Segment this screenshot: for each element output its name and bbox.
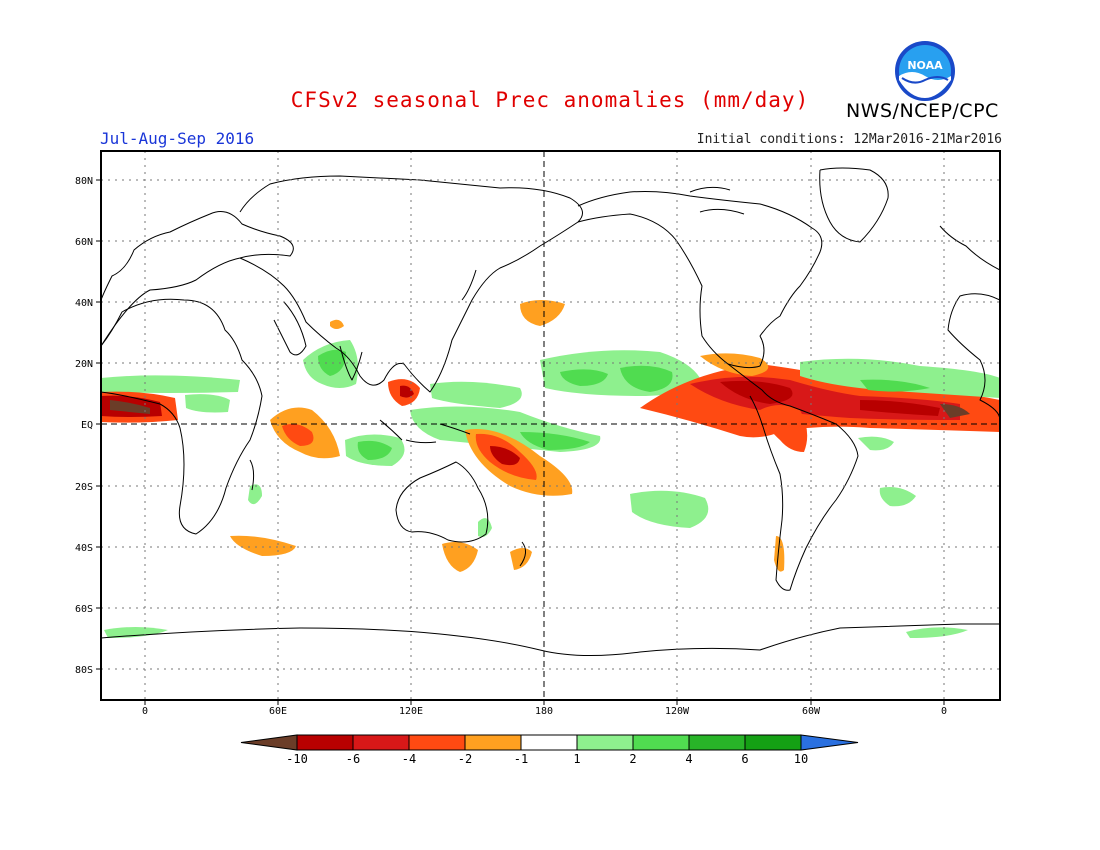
colorbar-bin	[744, 734, 802, 751]
lon-label: 180	[535, 706, 553, 717]
lon-label: 120E	[399, 706, 423, 717]
anomaly-shading	[101, 300, 1000, 638]
colorbar-high-arrow	[800, 734, 859, 751]
colorbar-bin	[352, 734, 410, 751]
lon-label: 0	[941, 706, 947, 717]
colorbar-bin	[688, 734, 746, 751]
colorbar-label: -2	[458, 752, 472, 766]
colorbar-label: -6	[346, 752, 360, 766]
colorbar-label: 1	[573, 752, 580, 766]
map-frame	[100, 150, 1001, 701]
colorbar-label: 2	[629, 752, 636, 766]
colorbar-bin	[296, 734, 354, 751]
colorbar	[240, 734, 859, 751]
colorbar-label: 10	[794, 752, 808, 766]
lon-label: 120W	[665, 706, 690, 717]
noaa-logo: NOAA	[895, 41, 955, 101]
map-grid	[101, 151, 1000, 700]
period-label: Jul-Aug-Sep 2016	[100, 129, 255, 148]
colorbar-label: 6	[741, 752, 748, 766]
colorbar-low-arrow	[240, 734, 298, 751]
lat-label: 80S	[75, 665, 93, 676]
colorbar-bin	[520, 734, 578, 751]
map-content	[101, 151, 1000, 700]
svg-text:NOAA: NOAA	[907, 59, 943, 72]
lon-label: 60W	[802, 706, 821, 717]
axis-ticks	[96, 179, 945, 705]
colorbar-labels: -10 -6 -4 -2 -1 1 2 4 6 10	[286, 752, 808, 766]
colorbar-label: -4	[402, 752, 416, 766]
lon-label: 0	[142, 706, 148, 717]
equator-and-dateline	[101, 151, 1000, 700]
agency-label: NWS/NCEP/CPC	[846, 100, 999, 122]
map-title: CFSv2 seasonal Prec anomalies (mm/day)	[290, 88, 810, 112]
lat-label: 20N	[75, 359, 93, 370]
lat-label: 40S	[75, 543, 93, 554]
lat-label: 20S	[75, 482, 93, 493]
lat-label: 80N	[75, 176, 93, 187]
colorbar-label: -10	[286, 752, 308, 766]
longitude-labels: 0 60E 120E 180 120W 60W 0	[142, 706, 947, 717]
initial-conditions-label: Initial conditions: 12Mar2016-21Mar2016	[696, 132, 1002, 147]
lat-label: 60N	[75, 237, 93, 248]
colorbar-bin	[464, 734, 522, 751]
colorbar-bin	[408, 734, 466, 751]
lon-label: 60E	[269, 706, 287, 717]
colorbar-bin	[632, 734, 690, 751]
lat-label: 60S	[75, 604, 93, 615]
colorbar-label: 4	[685, 752, 692, 766]
lat-label: EQ	[81, 420, 93, 431]
colorbar-label: -1	[514, 752, 528, 766]
lat-label: 40N	[75, 298, 93, 309]
latitude-labels: 80N 60N 40N 20N EQ 20S 40S 60S 80S	[75, 176, 93, 676]
colorbar-bin	[576, 734, 634, 751]
